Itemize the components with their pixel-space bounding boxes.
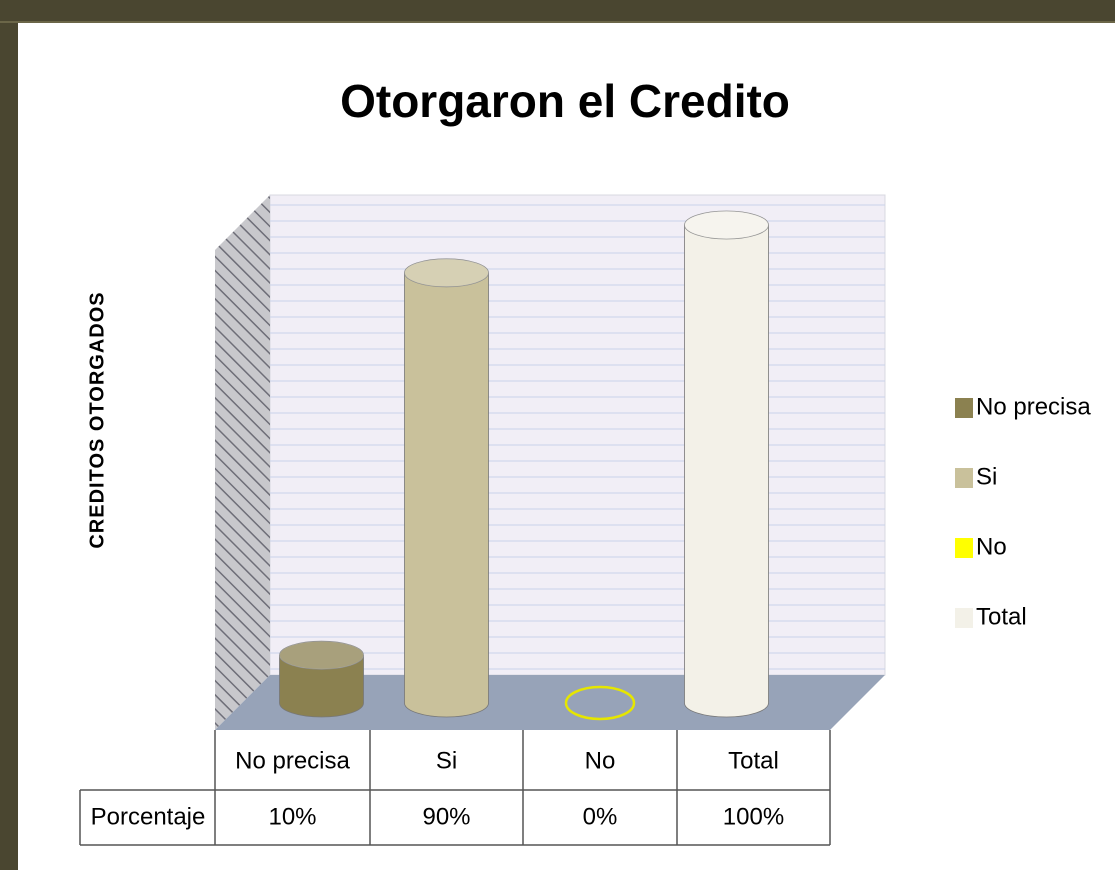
wall-grid xyxy=(270,204,885,670)
legend-label: No precisa xyxy=(976,393,1091,420)
value-label: 0% xyxy=(583,803,618,830)
cylinder-top xyxy=(404,258,489,288)
y-axis-label: CREDITOS OTORGADOS xyxy=(86,291,108,548)
table-lines xyxy=(79,730,831,846)
x-category-label: No precisa xyxy=(235,747,350,774)
legend-swatch xyxy=(955,538,973,558)
legend-label: Si xyxy=(976,463,997,490)
cylinder-top xyxy=(684,210,769,240)
data-table: Porcentaje xyxy=(79,730,831,846)
legend-swatch xyxy=(955,468,973,488)
cylinder-top-shine xyxy=(684,211,769,239)
chart-title: Otorgaron el Credito xyxy=(340,75,790,127)
cylinder-top-shine xyxy=(404,258,489,287)
cylinder-top-shine xyxy=(279,641,364,670)
cylinder-body xyxy=(684,224,769,718)
side-wall xyxy=(215,195,270,730)
cylinder-body xyxy=(279,654,364,718)
x-category-label: Total xyxy=(728,747,779,774)
legend-label: No xyxy=(976,533,1007,560)
cylinder-body xyxy=(404,272,489,718)
legend-swatch xyxy=(955,398,973,418)
legend-label: Total xyxy=(976,603,1027,630)
cylinder-top xyxy=(279,640,364,670)
cylinder xyxy=(279,640,364,718)
value-label: 10% xyxy=(268,803,316,830)
legend-swatch xyxy=(955,608,973,628)
cylinder-top xyxy=(564,685,636,721)
cylinder xyxy=(684,210,769,718)
back-wall xyxy=(269,194,886,676)
x-category-label: Si xyxy=(436,747,457,774)
cylinder xyxy=(564,685,636,721)
cylinder xyxy=(404,258,489,718)
value-label: 100% xyxy=(723,803,784,830)
value-label: 90% xyxy=(422,803,470,830)
x-category-label: No xyxy=(585,747,616,774)
row-label: Porcentaje xyxy=(91,803,206,830)
